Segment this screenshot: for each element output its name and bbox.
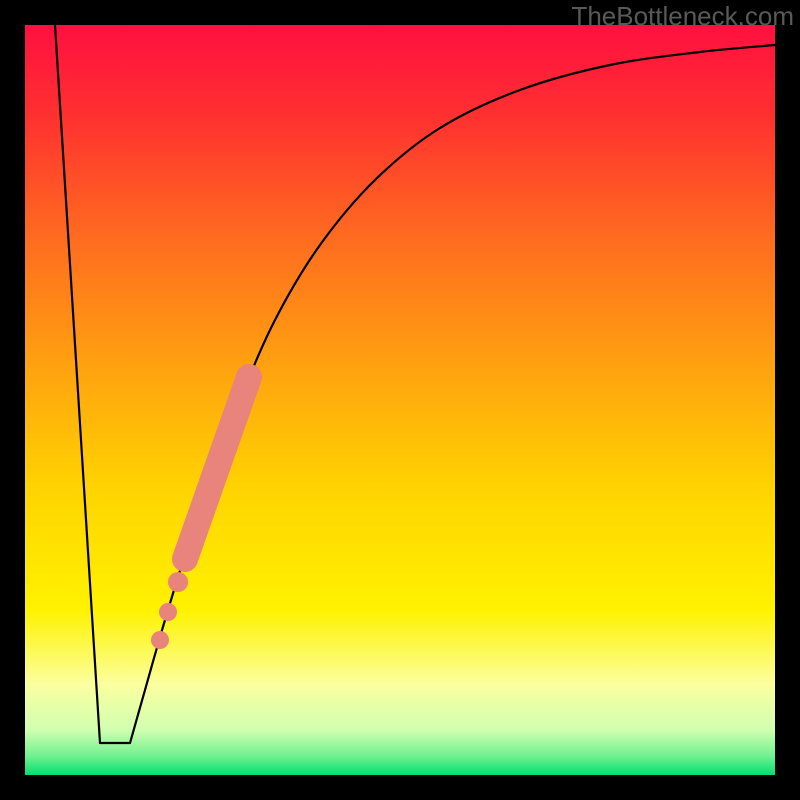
watermark-text: TheBottleneck.com: [571, 1, 794, 32]
plot-area: [25, 25, 775, 775]
highlight-dot: [151, 631, 169, 649]
highlight-dot: [168, 572, 188, 592]
chart-svg: [0, 0, 800, 800]
highlight-dot: [159, 603, 177, 621]
chart-container: TheBottleneck.com: [0, 0, 800, 800]
